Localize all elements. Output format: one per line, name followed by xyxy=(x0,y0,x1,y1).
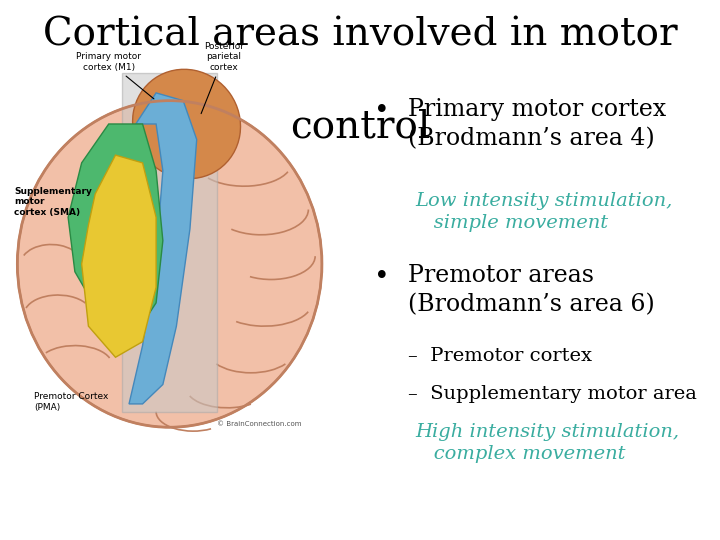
Text: Primary motor
cortex (M1): Primary motor cortex (M1) xyxy=(76,52,154,99)
PathPatch shape xyxy=(81,155,156,357)
Text: Premotor Cortex
(PMA): Premotor Cortex (PMA) xyxy=(35,392,109,411)
Text: Premotor areas
(Brodmann’s area 6): Premotor areas (Brodmann’s area 6) xyxy=(408,264,655,316)
Ellipse shape xyxy=(132,69,240,179)
Text: High intensity stimulation,
   complex movement: High intensity stimulation, complex move… xyxy=(415,423,680,463)
Text: © BrainConnection.com: © BrainConnection.com xyxy=(217,421,302,427)
Text: control: control xyxy=(290,108,430,145)
Text: Cortical areas involved in motor: Cortical areas involved in motor xyxy=(42,16,678,53)
Text: Posterior
parietal
cortex: Posterior parietal cortex xyxy=(201,42,244,113)
Text: •: • xyxy=(374,264,390,289)
Ellipse shape xyxy=(17,100,322,427)
PathPatch shape xyxy=(68,124,163,334)
Text: –  Supplementary motor area: – Supplementary motor area xyxy=(408,385,697,403)
Text: Supplementary
motor
cortex (SMA): Supplementary motor cortex (SMA) xyxy=(14,187,92,217)
Text: •: • xyxy=(374,98,390,123)
PathPatch shape xyxy=(122,73,217,411)
Text: Primary motor cortex
(Brodmann’s area 4): Primary motor cortex (Brodmann’s area 4) xyxy=(408,98,667,150)
Text: Low intensity stimulation,
   simple movement: Low intensity stimulation, simple moveme… xyxy=(415,192,672,232)
PathPatch shape xyxy=(129,93,197,404)
Text: –  Premotor cortex: – Premotor cortex xyxy=(408,347,593,365)
